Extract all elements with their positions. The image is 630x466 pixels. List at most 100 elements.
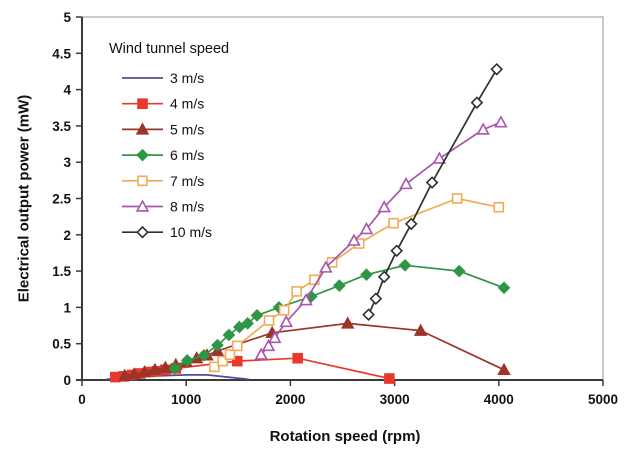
data-marker	[224, 349, 236, 360]
data-marker	[359, 221, 374, 235]
data-marker	[452, 264, 466, 278]
data-marker	[390, 244, 404, 258]
y-tick-label: 1	[63, 300, 71, 315]
data-marker	[299, 293, 313, 306]
legend-item-4ms: 4 m/s	[122, 96, 204, 112]
legend-label: 7 m/s	[170, 173, 204, 189]
data-marker	[399, 176, 413, 190]
x-tick-label: 1000	[171, 392, 201, 407]
legend-label: 4 m/s	[170, 96, 204, 112]
data-marker	[333, 279, 346, 292]
data-marker	[292, 352, 303, 364]
y-tick-label: 3	[63, 155, 71, 170]
x-axis-title-wrap: Rotation speed (rpm)	[0, 428, 630, 445]
data-marker	[211, 338, 224, 352]
data-marker	[347, 233, 361, 246]
data-marker	[362, 308, 375, 321]
legend-item-5ms: 5 m/s	[122, 121, 204, 137]
data-marker	[291, 286, 302, 297]
series-6ms	[168, 258, 511, 375]
y-tick-label: 0	[63, 373, 71, 388]
data-marker	[360, 268, 373, 282]
data-marker	[233, 320, 246, 334]
data-marker	[319, 260, 333, 273]
data-marker	[135, 199, 150, 212]
data-marker	[250, 309, 264, 322]
series-7ms	[209, 193, 505, 373]
data-marker	[476, 122, 490, 135]
legend-label: 6 m/s	[170, 147, 204, 163]
data-marker	[490, 62, 504, 76]
data-marker	[209, 361, 220, 373]
data-marker	[497, 281, 511, 295]
x-tick-label: 2000	[275, 392, 305, 407]
data-marker	[222, 328, 236, 342]
data-marker	[231, 340, 243, 352]
data-marker	[168, 362, 182, 375]
legend-item-6ms: 6 m/s	[122, 147, 204, 163]
legend-label: 8 m/s	[170, 199, 204, 215]
data-marker	[377, 270, 391, 284]
y-axis-title: Electrical output power (mW)	[15, 94, 33, 303]
data-marker	[136, 148, 149, 162]
data-marker	[384, 373, 395, 384]
y-tick-label: 4.5	[52, 46, 71, 61]
data-marker	[494, 115, 508, 128]
legend-item-8ms: 8 m/s	[122, 199, 204, 215]
data-marker	[148, 362, 162, 376]
y-tick-label: 3.5	[52, 119, 71, 134]
series-10ms	[362, 62, 504, 321]
x-tick-label: 5000	[588, 392, 618, 407]
data-marker	[497, 362, 511, 376]
data-marker	[197, 348, 211, 362]
data-marker	[127, 367, 141, 380]
series-line	[213, 197, 499, 368]
legend-label: 3 m/s	[170, 70, 204, 86]
data-marker	[231, 355, 243, 367]
data-marker	[404, 217, 418, 231]
data-marker	[136, 225, 149, 239]
legend-item-10ms: 10 m/s	[122, 224, 212, 240]
legend-item-3ms: 3 m/s	[122, 70, 204, 86]
y-tick-label: 4	[63, 83, 71, 98]
data-marker	[261, 338, 276, 352]
data-marker	[432, 151, 447, 164]
data-marker	[470, 96, 484, 109]
data-marker	[263, 315, 275, 326]
legend-label: 10 m/s	[170, 224, 212, 240]
data-marker	[217, 355, 228, 367]
data-marker	[413, 323, 428, 336]
data-marker	[135, 122, 150, 135]
legend-item-7ms: 7 m/s	[122, 173, 204, 189]
data-marker	[137, 364, 152, 378]
y-tick-label: 1.5	[52, 264, 71, 279]
legend-title: Wind tunnel speed	[109, 41, 230, 57]
data-marker	[278, 305, 290, 316]
series-line	[260, 121, 502, 356]
x-tick-label: 4000	[484, 392, 514, 407]
y-tick-label: 2	[63, 228, 71, 243]
data-marker	[493, 201, 505, 213]
plot-frame	[82, 16, 604, 380]
x-axis-title: Rotation speed (rpm)	[269, 428, 421, 445]
data-marker	[254, 347, 268, 360]
data-marker	[377, 200, 391, 213]
data-marker	[117, 368, 132, 381]
data-marker	[369, 292, 383, 306]
data-marker	[158, 360, 173, 373]
data-marker	[398, 258, 412, 272]
data-marker	[425, 176, 439, 189]
data-marker	[137, 175, 148, 187]
data-marker	[340, 316, 355, 329]
data-marker	[388, 217, 399, 229]
x-tick-label: 3000	[380, 392, 410, 407]
data-marker	[180, 354, 194, 367]
y-tick-label: 0.5	[52, 337, 71, 352]
series-8ms	[254, 115, 508, 360]
data-marker	[137, 98, 148, 109]
x-tick-label: 0	[78, 392, 86, 407]
y-tick-label: 5	[63, 10, 71, 25]
data-marker	[268, 330, 282, 344]
